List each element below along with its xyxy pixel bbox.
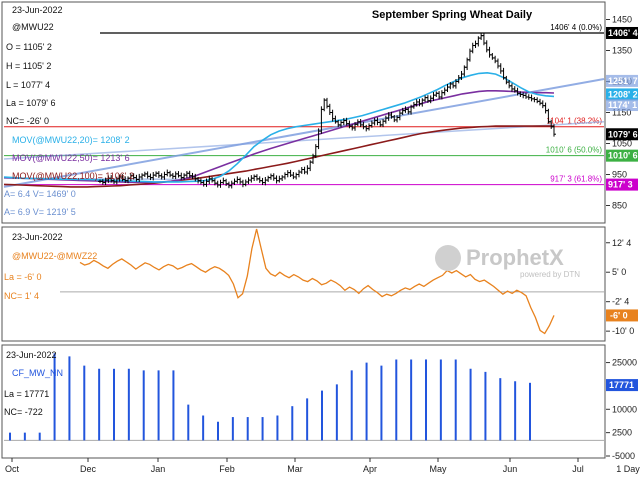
ma100-legend: MOV(@MWU22,100)= 1106' 2 bbox=[12, 171, 134, 181]
spread-tick-label: -2' 4 bbox=[612, 297, 629, 307]
spread-tick-label: 12' 4 bbox=[612, 238, 631, 248]
cot-header: 23-Jun-2022 CF_MW_NN La = 17771 NC= -722 bbox=[4, 350, 63, 417]
cot-tick-label: 2500 bbox=[612, 428, 632, 438]
cot-tick-label: 10000 bbox=[612, 404, 637, 414]
trendline bbox=[3, 78, 605, 188]
price-tag-label: 1079' 6 bbox=[608, 129, 638, 139]
trendline1-legend: A= 6.4 V= 1469' 0 bbox=[4, 189, 76, 199]
time-tick-label: Dec bbox=[80, 464, 97, 474]
prophetx-logo-icon bbox=[435, 245, 461, 271]
spread-axis: 12' 4 5' 0 -2' 4 -10' 0 -6' 0 bbox=[606, 238, 638, 336]
price-tag-label: 917' 3 bbox=[608, 180, 633, 190]
price-header: 23-Jun-2022 @MWU22 O = 1105' 2 H = 1105'… bbox=[4, 5, 134, 217]
price-tag-label: 1251' 7 bbox=[608, 76, 638, 86]
time-tick-label: Apr bbox=[363, 464, 377, 474]
spread-net-change: NC= 1' 4 bbox=[4, 291, 39, 301]
price-last: La = 1079' 6 bbox=[6, 98, 56, 108]
time-tick-label: Mar bbox=[287, 464, 303, 474]
spread-header: 23-Jun-2022 @MWU22-@MWZ22 La = -6' 0 NC=… bbox=[4, 232, 97, 301]
price-tag-label: 1208' 2 bbox=[608, 89, 638, 99]
retracement-label: 1104' 1 (38.2%) bbox=[546, 117, 602, 126]
retracement-label: 1406' 4 (0.0%) bbox=[550, 23, 602, 32]
price-tag-box bbox=[606, 26, 638, 39]
price-panel-frame bbox=[1, 1, 606, 224]
spread-date: 23-Jun-2022 bbox=[12, 232, 63, 242]
time-tick-label: Jul bbox=[572, 464, 584, 474]
price-tag-label: 1406' 4 bbox=[608, 28, 638, 38]
retracement-label: 1010' 6 (50.0%) bbox=[546, 146, 603, 155]
spread-panel: 23-Jun-2022 @MWU22-@MWZ22 La = -6' 0 NC=… bbox=[1, 226, 638, 342]
chart-title: September Spring Wheat Daily bbox=[372, 9, 533, 21]
time-tick-label: 1 Day bbox=[616, 464, 640, 474]
cot-tick-label: 25000 bbox=[612, 358, 637, 368]
price-tag-box bbox=[606, 74, 638, 87]
trendline2-legend: A= 6.9 V= 1219' 5 bbox=[4, 207, 76, 217]
price-tag-label: 1010' 6 bbox=[608, 151, 638, 161]
cot-tick-label: -5000 bbox=[612, 451, 635, 461]
spread-tag-box bbox=[606, 309, 638, 322]
time-axis: Oct Dec Jan Feb Mar Apr May Jun Jul 1 Day bbox=[5, 458, 640, 474]
cot-tag-label: 17771 bbox=[609, 380, 634, 390]
price-tag-box bbox=[606, 178, 638, 191]
price-tick-label: 1350 bbox=[612, 46, 632, 56]
time-tick-label: Jun bbox=[503, 464, 518, 474]
price-open: O = 1105' 2 bbox=[6, 42, 52, 52]
price-tag-box bbox=[606, 99, 638, 112]
time-tick-label: Jan bbox=[151, 464, 166, 474]
price-high: H = 1105' 2 bbox=[6, 61, 51, 71]
trendline bbox=[3, 121, 605, 160]
price-tag-box bbox=[606, 88, 638, 101]
ma50-line bbox=[3, 90, 555, 184]
cot-tag-box bbox=[606, 379, 638, 392]
spread-symbol: @MWU22-@MWZ22 bbox=[12, 251, 97, 261]
spread-tick-label: 5' 0 bbox=[612, 267, 626, 277]
price-tick-label: 1050 bbox=[612, 139, 632, 149]
prophetx-watermark: ProphetX powered by DTN bbox=[435, 245, 580, 279]
price-date: 23-Jun-2022 bbox=[12, 5, 63, 15]
time-tick-label: Oct bbox=[5, 464, 20, 474]
time-tick-label: May bbox=[429, 464, 447, 474]
price-low: L = 1077' 4 bbox=[6, 80, 50, 90]
spread-panel-frame bbox=[1, 226, 606, 342]
ma20-legend: MOV(@MWU22,20)= 1208' 2 bbox=[12, 135, 130, 145]
price-symbol: @MWU22 bbox=[12, 22, 54, 32]
prophetx-powered-by: powered by DTN bbox=[520, 270, 580, 279]
ma20-line bbox=[3, 71, 555, 183]
spread-tag-label: -6' 0 bbox=[610, 310, 628, 320]
cot-symbol: CF_MW_NN bbox=[12, 368, 63, 378]
price-tick-label: 850 bbox=[612, 201, 627, 211]
price-tag-box bbox=[606, 128, 638, 141]
spread-line bbox=[79, 228, 555, 335]
cot-net-change: NC= -722 bbox=[4, 407, 43, 417]
cot-bars bbox=[9, 353, 531, 441]
moving-average-lines bbox=[3, 71, 555, 188]
ma50-legend: MOV(@MWU22,50)= 1213' 6 bbox=[12, 153, 130, 163]
spread-last: La = -6' 0 bbox=[4, 272, 42, 282]
cot-panel-frame bbox=[1, 344, 606, 459]
retracement-label: 917' 3 (61.8%) bbox=[550, 175, 602, 184]
price-tag-box bbox=[606, 149, 638, 162]
ma100-line bbox=[3, 125, 554, 188]
spread-tick-label: -10' 0 bbox=[612, 326, 634, 336]
price-panel: September Spring Wheat Daily 1406' 4 (0.… bbox=[1, 1, 638, 224]
cot-panel: 23-Jun-2022 CF_MW_NN La = 17771 NC= -722… bbox=[1, 344, 638, 461]
price-tick-label: 1450 bbox=[612, 15, 632, 25]
prophetx-logo-text: ProphetX bbox=[466, 245, 564, 270]
price-tick-label: 950 bbox=[612, 170, 627, 180]
price-tag-label: 1174' 1 bbox=[608, 100, 637, 110]
price-bars bbox=[98, 33, 556, 189]
price-net-change: NC= -26' 0 bbox=[6, 116, 49, 126]
time-tick-label: Feb bbox=[219, 464, 235, 474]
cot-last: La = 17771 bbox=[4, 389, 49, 399]
price-tick-label: 1150 bbox=[612, 108, 631, 118]
cot-date: 23-Jun-2022 bbox=[6, 350, 57, 360]
